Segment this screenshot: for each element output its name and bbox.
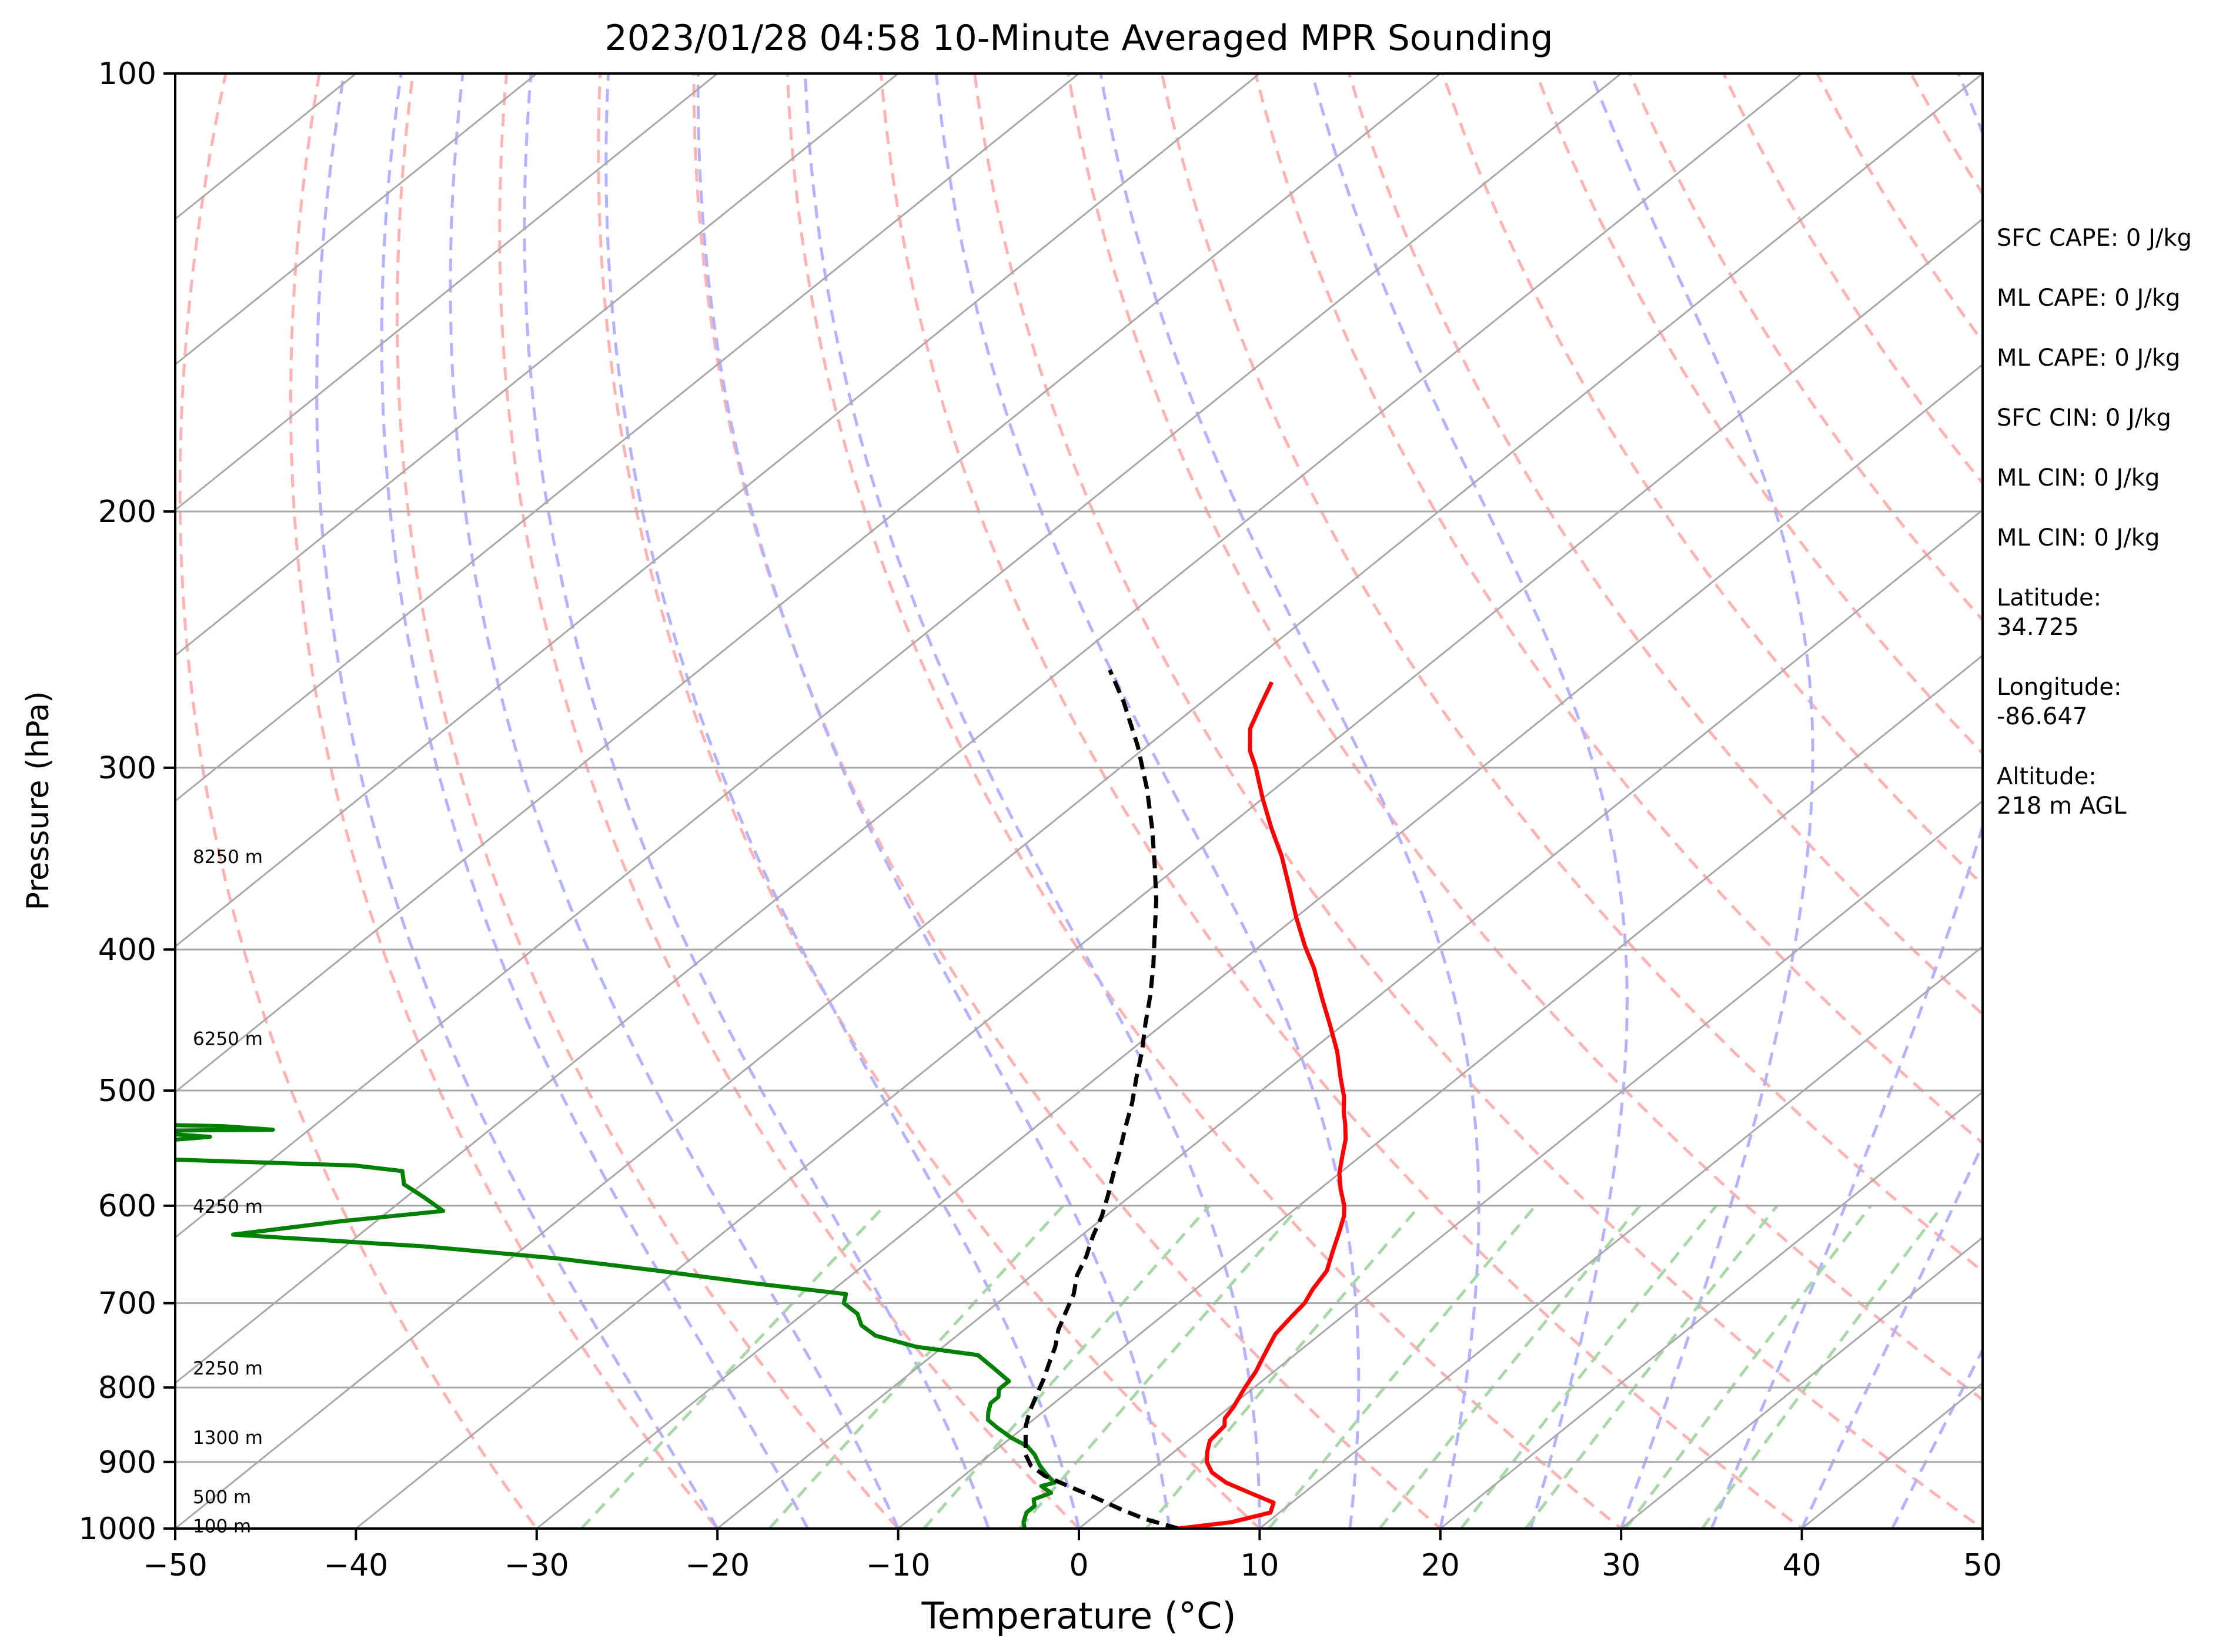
y-tick-label: 800 (98, 1370, 156, 1406)
dry-adiabat (1254, 73, 1983, 1145)
isotherm (175, 73, 1441, 1093)
y-tick-label: 900 (98, 1445, 156, 1480)
dry-adiabat (178, 73, 539, 1529)
y-tick-label: 1000 (79, 1511, 156, 1547)
height-label: 1300 m (193, 1427, 263, 1449)
dry-adiabat (1441, 73, 1983, 887)
moist-adiabat (380, 73, 810, 1529)
annotation-text: -86.647 (1997, 703, 2087, 730)
height-label: 2250 m (193, 1358, 263, 1379)
parcel-profile (1023, 669, 1179, 1529)
y-tick-label: 700 (98, 1286, 156, 1322)
isotherm (175, 73, 1622, 1239)
isotherm (1620, 1236, 1983, 1529)
isotherm (1439, 1091, 1983, 1529)
background-lines (175, 73, 1983, 1529)
moist-adiabat (1891, 1347, 1983, 1529)
moist-adiabat (449, 73, 900, 1529)
annotation-text: 218 m AGL (1997, 792, 2127, 820)
isotherm (175, 73, 1803, 1385)
annotation-text: ML CIN: 0 J/kg (1997, 524, 2160, 551)
x-tick-label: 30 (1602, 1548, 1640, 1583)
annotations: SFC CAPE: 0 J/kg ML CAPE: 0 J/kg ML CAPE: … (1997, 225, 2192, 820)
dry-adiabat (973, 73, 1983, 1529)
x-tick-label: −20 (685, 1548, 750, 1583)
y-axis-label: Pressure (hPa) (21, 691, 56, 911)
height-label: 100 m (193, 1516, 251, 1537)
moist-adiabat (315, 73, 719, 1529)
isotherm (536, 363, 1983, 1529)
moist-adiabat (523, 73, 990, 1529)
annotation-text: ML CAPE: 0 J/kg (1997, 345, 2180, 372)
height-labels: 100 m 500 m 1300 m 2250 m 4250 m 6250 m 8250 m (193, 847, 263, 1537)
mixing-ratio-line (1018, 1205, 1302, 1529)
axes-layer: −50 −40 −30 −20 −10 0 10 20 30 40 50 100 200 300 400 50… (79, 56, 2002, 1583)
mixing-ratio-line (923, 1205, 1211, 1529)
isotherm (175, 73, 1261, 948)
y-tick-label: 400 (98, 932, 156, 968)
annotation-text: ML CIN: 0 J/kg (1997, 464, 2160, 491)
isotherm (175, 73, 899, 657)
x-tick-label: 10 (1240, 1548, 1279, 1583)
isotherm (717, 509, 1983, 1529)
y-tick-label: 100 (98, 56, 156, 92)
x-tick-label: −10 (866, 1548, 931, 1583)
dry-adiabat (395, 73, 900, 1529)
isotherm (897, 654, 1983, 1529)
moist-adiabat (1099, 73, 1480, 1529)
x-tick-label: −50 (143, 1548, 208, 1583)
dry-adiabat (1347, 73, 1983, 1016)
x-axis-label: Temperature (°C) (921, 1594, 1236, 1637)
chart-title: 2023/01/28 04:58 10-Minute Averaged MPR … (605, 18, 1553, 59)
x-tick-label: 40 (1783, 1548, 1821, 1583)
temperature-profile (1178, 681, 1348, 1529)
annotation-text: SFC CAPE: 0 J/kg (1997, 225, 2192, 252)
annotation-text: Altitude: (1997, 763, 2097, 790)
series-layer (175, 669, 1348, 1529)
moist-adiabat (1311, 73, 1629, 1529)
height-label: 500 m (193, 1487, 251, 1508)
isotherm (1259, 945, 1983, 1529)
annotation-text: Longitude: (1997, 674, 2121, 701)
annotation-text: 34.725 (1997, 614, 2079, 641)
moist-adiabat (696, 73, 1171, 1529)
isotherm (175, 73, 537, 366)
y-tick-label: 600 (98, 1189, 156, 1224)
isotherm (1078, 800, 1983, 1529)
x-tick-label: 20 (1421, 1548, 1460, 1583)
dewpoint-profile (175, 1123, 1057, 1529)
y-tick-label: 200 (98, 494, 156, 530)
mixing-ratio-line (768, 1205, 1065, 1529)
height-label: 4250 m (193, 1196, 263, 1218)
dry-adiabat (597, 73, 1262, 1529)
dry-adiabat (289, 73, 720, 1529)
x-tick-label: −30 (504, 1548, 569, 1583)
moist-adiabat (1710, 73, 1983, 1529)
moist-adiabat (604, 73, 1081, 1529)
x-tick-label: −40 (324, 1548, 389, 1583)
x-tick-label: 0 (1069, 1548, 1088, 1583)
y-tick-label: 300 (98, 751, 156, 786)
dry-adiabat (879, 73, 1804, 1529)
moist-adiabat (1589, 73, 1814, 1529)
moist-adiabat (1800, 1141, 1983, 1529)
isotherm (175, 73, 1079, 802)
height-label: 6250 m (193, 1028, 263, 1049)
annotation-text: Latitude: (1997, 584, 2101, 611)
isotherm (355, 218, 1983, 1529)
isotherm (175, 73, 718, 511)
annotation-text: SFC CIN: 0 J/kg (1997, 404, 2171, 432)
isotherm (175, 73, 1983, 1529)
x-tick-label: 50 (1963, 1548, 2002, 1583)
annotation-text: ML CAPE: 0 J/kg (1997, 285, 2180, 312)
moist-adiabat (804, 73, 1261, 1529)
y-tick-label: 500 (98, 1074, 156, 1109)
height-label: 8250 m (193, 847, 263, 868)
